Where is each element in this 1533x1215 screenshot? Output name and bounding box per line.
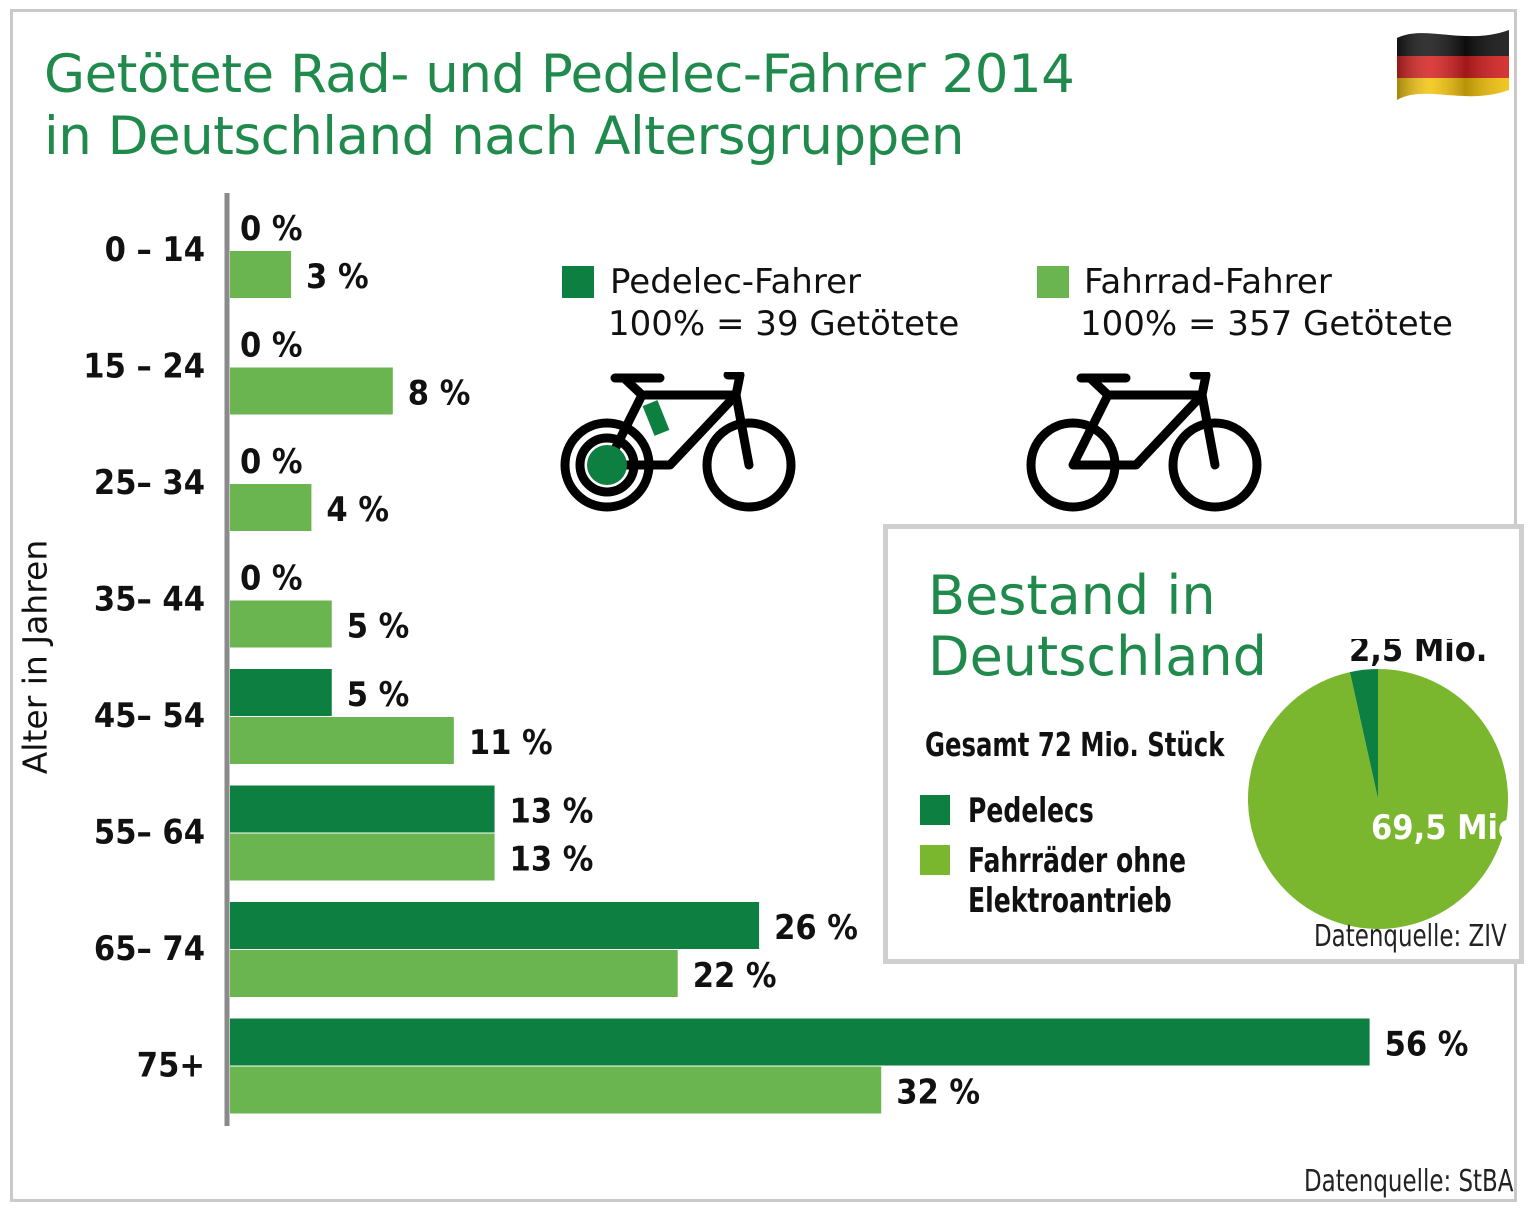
y-tick-label-15-24: 15 – 24 (83, 347, 205, 387)
chart-title: Getötete Rad- und Pedelec-Fahrer 2014 in… (44, 44, 1075, 168)
bar-fahrrad-65-74 (230, 950, 678, 997)
legend-total-pedelec: 100% = 39 Getötete (608, 304, 960, 344)
data-label-fahrrad-15-24: 8 % (408, 374, 471, 414)
bar-pedelec-55-64 (230, 785, 495, 833)
data-label-pedelec-0-14: 0 % (240, 209, 303, 249)
data-label-fahrrad-35-44: 5 % (347, 607, 410, 647)
y-tick-label-65-74: 65– 74 (94, 929, 205, 969)
e-bike-icon (560, 372, 796, 512)
legend-swatch-fahrrad (1037, 266, 1069, 298)
pie-label-fahrraeder: 69,5 Mio. (1371, 808, 1513, 848)
data-label-pedelec-35-44: 0 % (240, 559, 303, 599)
y-tick-label-55-64: 55– 64 (94, 813, 205, 853)
pie-slice-pedelecs (1349, 669, 1378, 799)
pie-slice-fahrr-der-ohne-elektroantrieb (1248, 669, 1508, 929)
bar-fahrrad-75 (230, 1066, 882, 1114)
inventory-legend-label-fahrraeder-line1: Fahrräder ohne (968, 841, 1187, 881)
data-label-fahrrad-65-74: 22 % (693, 956, 777, 996)
bicycle-icon (1026, 372, 1262, 512)
data-label-fahrrad-45-54: 11 % (469, 723, 553, 763)
inventory-title-line1: Bestand in (928, 564, 1216, 627)
data-label-fahrrad-55-64: 13 % (510, 840, 594, 880)
bar-fahrrad-35-44 (230, 600, 332, 648)
legend-label-pedelec: Pedelec-Fahrer (610, 262, 861, 302)
inventory-source: Datenquelle: ZIV (1314, 919, 1507, 954)
data-label-pedelec-25-34: 0 % (240, 442, 303, 482)
inventory-title: Bestand in Deutschland (928, 565, 1267, 687)
bar-fahrrad-45-54 (230, 717, 454, 764)
y-tick-label-45-54: 45– 54 (94, 696, 205, 736)
data-label-pedelec-65-74: 26 % (774, 908, 858, 948)
bar-fahrrad-55-64 (230, 833, 495, 881)
inventory-pie-chart: 2,5 Mio. 69,5 Mio. (1248, 639, 1513, 929)
legend-total-fahrrad: 100% = 357 Getötete (1080, 304, 1453, 344)
data-label-fahrrad-0-14: 3 % (306, 257, 369, 297)
data-label-pedelec-45-54: 5 % (347, 675, 410, 715)
y-tick-label-75: 75+ (137, 1046, 205, 1086)
bar-fahrrad-25-34 (230, 484, 312, 531)
data-label-pedelec-55-64: 13 % (510, 792, 594, 832)
data-label-pedelec-15-24: 0 % (240, 326, 303, 366)
y-tick-label-35-44: 35– 44 (94, 580, 205, 620)
inventory-title-line2: Deutschland (928, 625, 1267, 688)
pie-label-pedelecs: 2,5 Mio. (1349, 639, 1487, 670)
legend-label-fahrrad: Fahrrad-Fahrer (1084, 262, 1332, 302)
bar-fahrrad-0-14 (230, 251, 292, 298)
chart-title-line1: Getötete Rad- und Pedelec-Fahrer 2014 (44, 44, 1075, 105)
bar-pedelec-65-74 (230, 902, 760, 949)
legend-swatch-pedelec (562, 266, 594, 298)
inventory-legend-label-fahrraeder: Fahrräder ohne Elektroantrieb (968, 841, 1186, 921)
inventory-panel: Bestand in Deutschland Gesamt 72 Mio. St… (883, 524, 1524, 964)
data-label-fahrrad-25-34: 4 % (326, 490, 389, 530)
data-label-pedelec-75: 56 % (1385, 1025, 1469, 1065)
bar-pedelec-75 (230, 1018, 1370, 1066)
inventory-total: Gesamt 72 Mio. Stück (925, 725, 1225, 764)
bar-pedelec-45-54 (230, 669, 332, 716)
inventory-legend-label-fahrraeder-line2: Elektroantrieb (968, 881, 1172, 921)
chart-title-line2: in Deutschland nach Altersgruppen (44, 106, 965, 167)
inventory-legend-label-pedelecs: Pedelecs (968, 791, 1094, 831)
data-label-fahrrad-75: 32 % (896, 1073, 980, 1113)
inventory-legend-swatch-pedelecs (920, 795, 950, 825)
german-flag-icon (1397, 30, 1509, 100)
chart-source: Datenquelle: StBA (1303, 1164, 1513, 1199)
y-tick-label-0-14: 0 – 14 (105, 230, 205, 270)
bar-fahrrad-15-24 (230, 367, 393, 415)
y-tick-label-25-34: 25– 34 (94, 463, 205, 503)
inventory-legend-swatch-fahrraeder (920, 845, 950, 875)
